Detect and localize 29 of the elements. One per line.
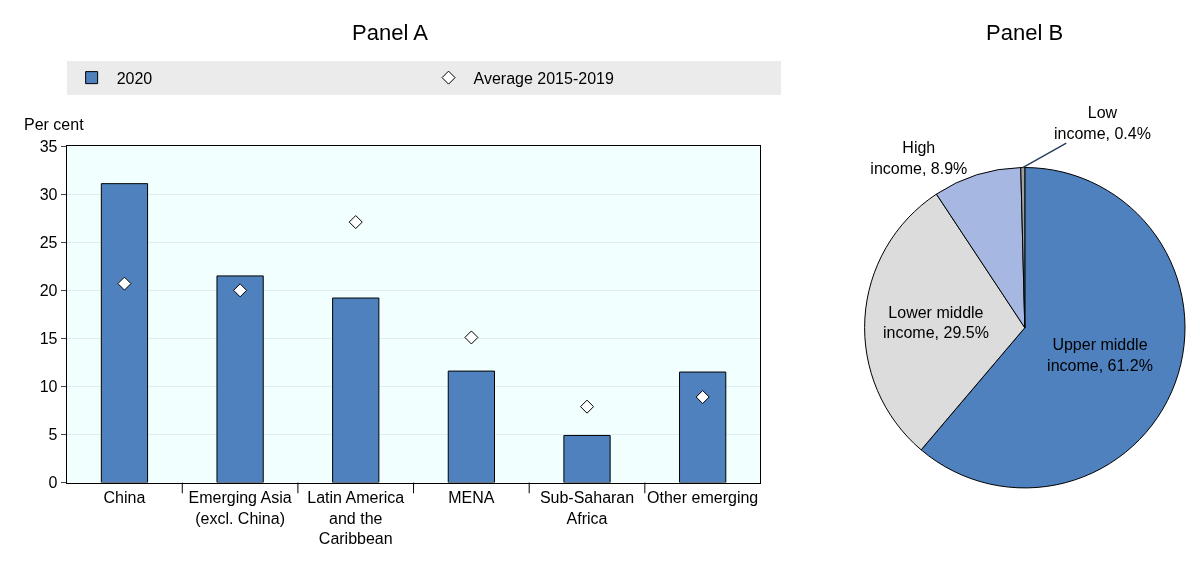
y-tick-label: 30 bbox=[39, 185, 58, 203]
y-tick-label: 15 bbox=[39, 330, 58, 347]
y-tick-label: 5 bbox=[48, 426, 58, 444]
point bbox=[695, 390, 710, 405]
point bbox=[233, 283, 248, 298]
y-tick-label: 25 bbox=[39, 233, 58, 251]
slice-label: Low income, 0.4% bbox=[1054, 104, 1151, 142]
legend-label: 2020 bbox=[116, 69, 153, 87]
y-tick-label: 0 bbox=[48, 474, 58, 492]
x-tick-label: China bbox=[103, 488, 146, 506]
x-tick-label: MENA bbox=[448, 488, 495, 506]
point bbox=[117, 276, 132, 291]
slice-label: High income, 8.9% bbox=[870, 138, 968, 177]
y-tick-label: 20 bbox=[39, 281, 58, 299]
point bbox=[464, 330, 479, 345]
x-tick-label: Sub-Saharan Africa bbox=[539, 488, 635, 527]
slice-label: Lower middle income, 29.5% bbox=[883, 303, 989, 342]
y-tick-label: 10 bbox=[39, 378, 58, 396]
slice-label: Upper middle income, 61.2% bbox=[1047, 336, 1153, 375]
x-tick-label: Latin America and the Caribbean bbox=[307, 488, 405, 548]
chart-title: Panel A bbox=[352, 20, 429, 45]
y-axis-title: Per cent bbox=[24, 116, 85, 133]
point bbox=[580, 399, 595, 414]
y-tick-label: 35 bbox=[39, 137, 58, 155]
x-tick-label: Emerging Asia (excl. China) bbox=[188, 488, 292, 527]
x-tick-label: Other emerging bbox=[647, 488, 759, 506]
point bbox=[348, 215, 363, 230]
legend-label: Average 2015-2019 bbox=[473, 69, 614, 87]
chart-title: Panel B bbox=[986, 20, 1064, 45]
